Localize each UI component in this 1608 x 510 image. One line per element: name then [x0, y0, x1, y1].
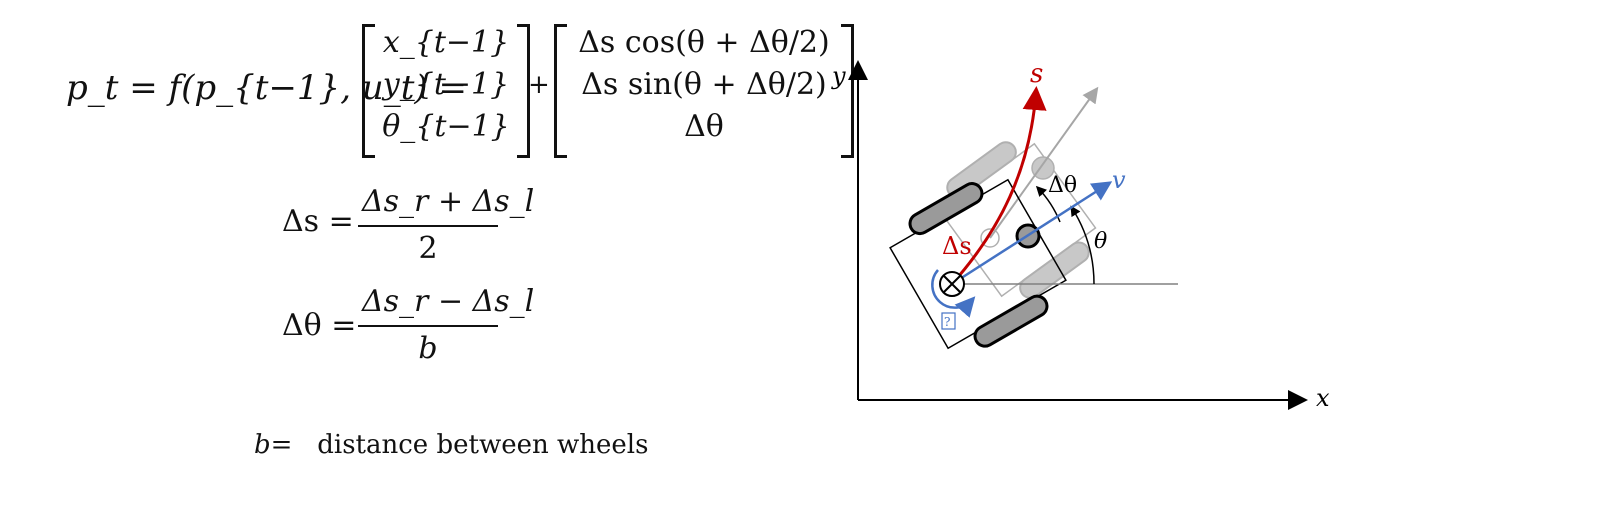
delta-s-label: Δs	[942, 232, 972, 260]
state-vector-right-bracket	[517, 24, 530, 158]
delta-theta-lhs: Δθ =	[282, 308, 357, 343]
state-vector-row-3: θ_{t−1}	[382, 109, 510, 144]
theta-label: θ	[1094, 229, 1107, 254]
definition-equals: =	[270, 430, 293, 460]
ghost-center-marker	[980, 228, 1000, 248]
equation-lhs-text: p_t = f(p_{t−1}, u_t) =	[66, 68, 467, 108]
definition-symbol: b	[254, 430, 271, 460]
path-s-curve	[950, 86, 1047, 285]
increment-vector-left-bracket	[554, 24, 567, 158]
equation-lhs: p_t = f(p_{t−1}, u_t) =	[66, 68, 467, 108]
delta-theta-arc	[1035, 185, 1061, 223]
velocity-arrow	[951, 181, 1113, 286]
increment-vector-row-2: Δs sin(θ + Δθ/2)	[581, 67, 827, 102]
rotation-symbol-box	[941, 312, 956, 330]
state-vector-left-bracket	[362, 24, 375, 158]
ghost-caster-wheel	[1031, 156, 1055, 180]
initial-robot	[889, 178, 1067, 350]
wheel-distance-definition: b= distance between wheels	[254, 430, 648, 460]
increment-vector: Δs cos(θ + Δθ/2) Δs sin(θ + Δθ/2) Δθ	[554, 22, 854, 158]
definition-text: distance between wheels	[317, 430, 649, 460]
velocity-label: v	[1112, 166, 1126, 194]
rotation-symbol: ?	[944, 315, 950, 329]
robot-center-marker	[939, 271, 965, 297]
x-axis-label: x	[1316, 384, 1330, 412]
path-s-label: s	[1030, 59, 1043, 89]
y-axis-label: y	[831, 62, 846, 90]
delta-s-lhs: Δs =	[282, 204, 354, 239]
increment-vector-row-1: Δs cos(θ + Δθ/2)	[578, 25, 830, 60]
state-vector: x_{t−1} y_{t−1} θ_{t−1}	[362, 22, 530, 158]
increment-vector-right-bracket	[841, 24, 854, 158]
delta-theta-label: Δθ	[1048, 173, 1077, 198]
increment-vector-row-3: Δθ	[684, 109, 724, 144]
plus-sign: +	[528, 70, 550, 100]
theta-arc	[1070, 205, 1095, 285]
state-vector-row-1: x_{t−1}	[382, 25, 510, 60]
ghost-heading-arrow	[989, 86, 1099, 239]
delta-s-denominator: 2	[418, 231, 438, 266]
delta-theta-denominator: b	[418, 331, 438, 366]
state-vector-row-2: y_{t−1}	[382, 67, 510, 102]
rotation-arrow	[931, 269, 976, 318]
